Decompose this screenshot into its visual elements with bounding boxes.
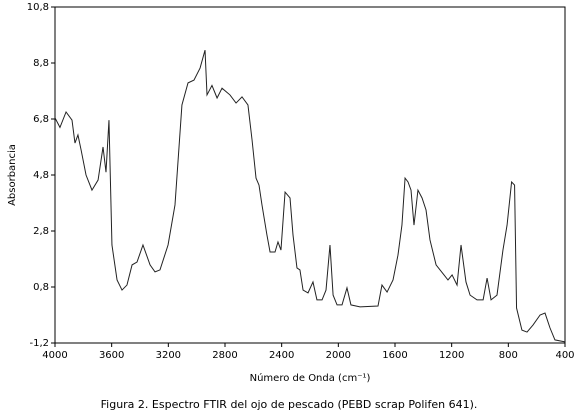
x-tick-label: 2400: [269, 350, 294, 361]
spectrum-line: [54, 49, 566, 343]
x-tick-label: 800: [499, 350, 518, 361]
y-tick-label: 2,8: [33, 226, 49, 237]
plot-frame: [54, 6, 566, 344]
y-tick-label: 6,8: [33, 114, 49, 125]
y-tick-label: -1,2: [29, 338, 49, 349]
x-tick-label: 1600: [382, 350, 407, 361]
y-axis-label: Absorbancia: [7, 144, 18, 206]
x-tick-label: 400: [555, 350, 574, 361]
x-tick-label: 2000: [326, 350, 351, 361]
y-tick-label: 0,8: [33, 282, 49, 293]
x-tick-label: 3600: [99, 350, 124, 361]
y-tick-label: 10,8: [27, 2, 49, 13]
x-tick-label: 3200: [156, 350, 181, 361]
x-tick-label: 4000: [42, 350, 67, 361]
x-axis-label: Número de Onda (cm⁻¹): [250, 372, 371, 384]
y-tick-label: 8,8: [33, 58, 49, 69]
caption: Figura 2. Espectro FTIR del ojo de pesca…: [101, 398, 478, 411]
x-tick-label: 2800: [212, 350, 237, 361]
x-tick-label: 1200: [439, 350, 464, 361]
y-tick-label: 4,8: [33, 170, 49, 181]
